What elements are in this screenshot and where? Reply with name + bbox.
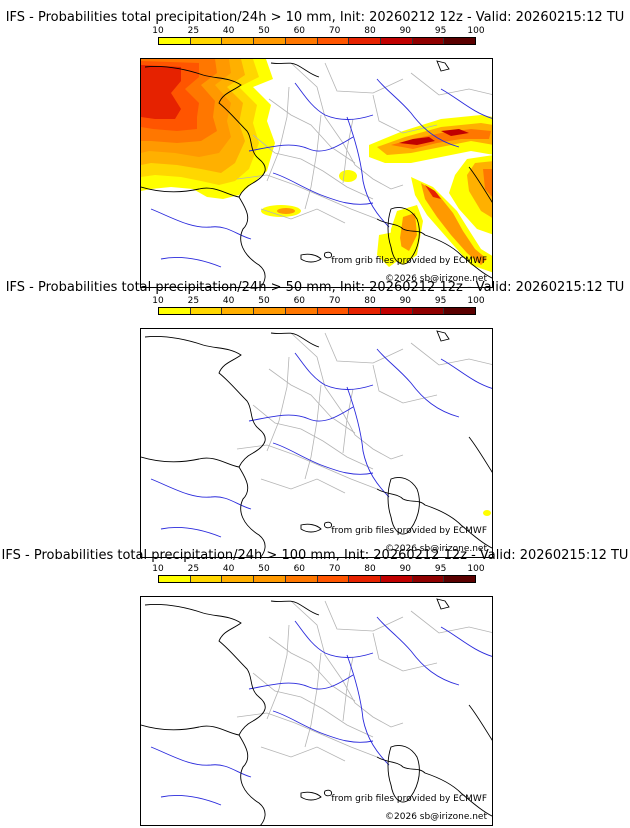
scale-swatch xyxy=(412,38,445,44)
scale-swatch xyxy=(254,308,286,314)
scale-swatch xyxy=(317,38,350,44)
scale-label: 80 xyxy=(364,296,376,306)
panel-title: IFS - Probabilities total precipitation/… xyxy=(5,10,625,25)
panel-title: IFS - Probabilities total precipitation/… xyxy=(5,280,625,295)
scale-swatch xyxy=(190,38,223,44)
scale-swatch xyxy=(159,576,191,582)
scale-swatch xyxy=(380,308,413,314)
scale-labels: 10 25 40 50 60 70 80 90 95 100 xyxy=(152,26,484,36)
scale-label: 60 xyxy=(293,296,306,306)
scale-label: 70 xyxy=(328,564,341,574)
scale-label: 90 xyxy=(399,296,412,306)
scale-swatch xyxy=(159,38,191,44)
rivers xyxy=(150,78,492,268)
scale-label: 25 xyxy=(187,564,200,574)
scale-label: 50 xyxy=(258,296,270,306)
scale-swatch xyxy=(412,308,445,314)
scale-swatch xyxy=(412,576,445,582)
scale-label: 100 xyxy=(467,564,485,574)
scale-label: 25 xyxy=(187,26,200,36)
probability-map: from grib files provided by ECMWF ©2026 … xyxy=(140,58,493,288)
scale-swatch xyxy=(222,38,255,44)
scale-label: 95 xyxy=(434,564,447,574)
map-canvas xyxy=(141,59,492,287)
scale-label: 80 xyxy=(364,564,376,574)
scale-swatch xyxy=(444,308,476,314)
scale-swatch xyxy=(380,38,413,44)
probability-map: from grib files provided by ECMWF ©2026 … xyxy=(140,596,493,826)
copyright-credit: ©2026 sb@irizone.net xyxy=(385,812,487,822)
scale-swatch xyxy=(285,308,318,314)
scale-labels: 10 25 40 50 60 70 80 90 95 100 xyxy=(152,296,484,306)
probability-map: from grib files provided by ECMWF ©2026 … xyxy=(140,328,493,558)
rivers xyxy=(150,348,492,538)
scale-swatch xyxy=(444,38,476,44)
scale-label: 50 xyxy=(258,26,270,36)
scale-labels: 10 25 40 50 60 70 80 90 95 100 xyxy=(152,564,484,574)
scale-swatch xyxy=(285,38,318,44)
scale-label: 50 xyxy=(258,564,270,574)
coastlines xyxy=(141,60,492,287)
panel-title: IFS - Probabilities total precipitation/… xyxy=(1,548,629,563)
precip-fills xyxy=(141,59,492,273)
scale-label: 90 xyxy=(399,26,412,36)
scale-label: 95 xyxy=(434,26,447,36)
coastlines xyxy=(141,330,492,557)
scale-label: 10 xyxy=(152,296,164,306)
data-source-credit: from grib files provided by ECMWF xyxy=(331,256,487,266)
scale-label: 40 xyxy=(222,26,235,36)
scale-bar xyxy=(158,575,476,583)
scale-label: 70 xyxy=(328,26,341,36)
precip-fills xyxy=(483,510,491,516)
scale-label: 10 xyxy=(152,26,164,36)
coastlines xyxy=(141,598,492,825)
scale-label: 40 xyxy=(222,564,235,574)
copyright-credit: ©2026 sb@irizone.net xyxy=(385,274,487,284)
scale-swatch xyxy=(444,576,476,582)
scale-swatch xyxy=(349,576,381,582)
scale-swatch xyxy=(317,576,350,582)
scale-label: 70 xyxy=(328,296,341,306)
map-canvas xyxy=(141,598,492,825)
scale-bar xyxy=(158,307,476,315)
scale-swatch xyxy=(254,38,286,44)
scale-swatch xyxy=(349,308,381,314)
scale-swatch xyxy=(222,308,255,314)
forecast-panel-50mm: IFS - Probabilities total precipitation/… xyxy=(0,280,630,558)
probability-color-scale: 10 25 40 50 60 70 80 90 95 100 xyxy=(152,26,485,47)
scale-swatch xyxy=(254,576,286,582)
forecast-panel-10mm: IFS - Probabilities total precipitation/… xyxy=(0,10,630,288)
scale-label: 100 xyxy=(467,26,485,36)
rivers xyxy=(150,616,492,806)
scale-swatch xyxy=(285,576,318,582)
copyright-credit: ©2026 sb@irizone.net xyxy=(385,544,487,554)
scale-label: 25 xyxy=(187,296,200,306)
forecast-panel-100mm: IFS - Probabilities total precipitation/… xyxy=(0,548,630,826)
scale-label: 10 xyxy=(152,564,164,574)
scale-bar xyxy=(158,37,476,45)
scale-swatch xyxy=(222,576,255,582)
scale-label: 100 xyxy=(467,296,485,306)
map-canvas xyxy=(141,330,492,557)
scale-label: 60 xyxy=(293,564,306,574)
country-borders xyxy=(236,332,492,494)
scale-swatch xyxy=(190,308,223,314)
probability-color-scale: 10 25 40 50 60 70 80 90 95 100 xyxy=(152,564,485,585)
scale-label: 40 xyxy=(222,296,235,306)
data-source-credit: from grib files provided by ECMWF xyxy=(331,794,487,804)
scale-label: 60 xyxy=(293,26,306,36)
scale-swatch xyxy=(380,576,413,582)
scale-label: 80 xyxy=(364,26,376,36)
probability-color-scale: 10 25 40 50 60 70 80 90 95 100 xyxy=(152,296,485,317)
scale-label: 90 xyxy=(399,564,412,574)
country-borders xyxy=(236,600,492,762)
scale-swatch xyxy=(190,576,223,582)
scale-swatch xyxy=(317,308,350,314)
scale-swatch xyxy=(159,308,191,314)
scale-swatch xyxy=(349,38,381,44)
scale-label: 95 xyxy=(434,296,447,306)
data-source-credit: from grib files provided by ECMWF xyxy=(331,526,487,536)
